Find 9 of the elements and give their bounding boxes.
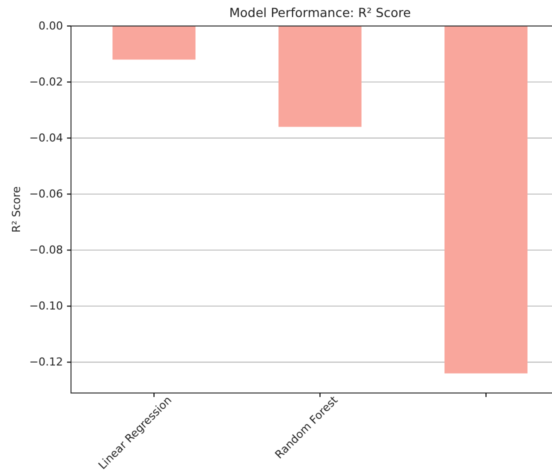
y-tick-label: −0.12 <box>29 356 63 369</box>
chart-title: Model Performance: R² Score <box>229 5 412 20</box>
y-tick-label: −0.04 <box>29 132 63 145</box>
y-tick-label: 0.00 <box>38 20 63 33</box>
y-axis-title: R² Score <box>10 186 23 233</box>
y-tick-label: −0.06 <box>29 188 63 201</box>
y-tick-label: −0.10 <box>29 300 63 313</box>
y-tick-label: −0.08 <box>29 244 63 257</box>
y-tick-label: −0.02 <box>29 76 63 89</box>
